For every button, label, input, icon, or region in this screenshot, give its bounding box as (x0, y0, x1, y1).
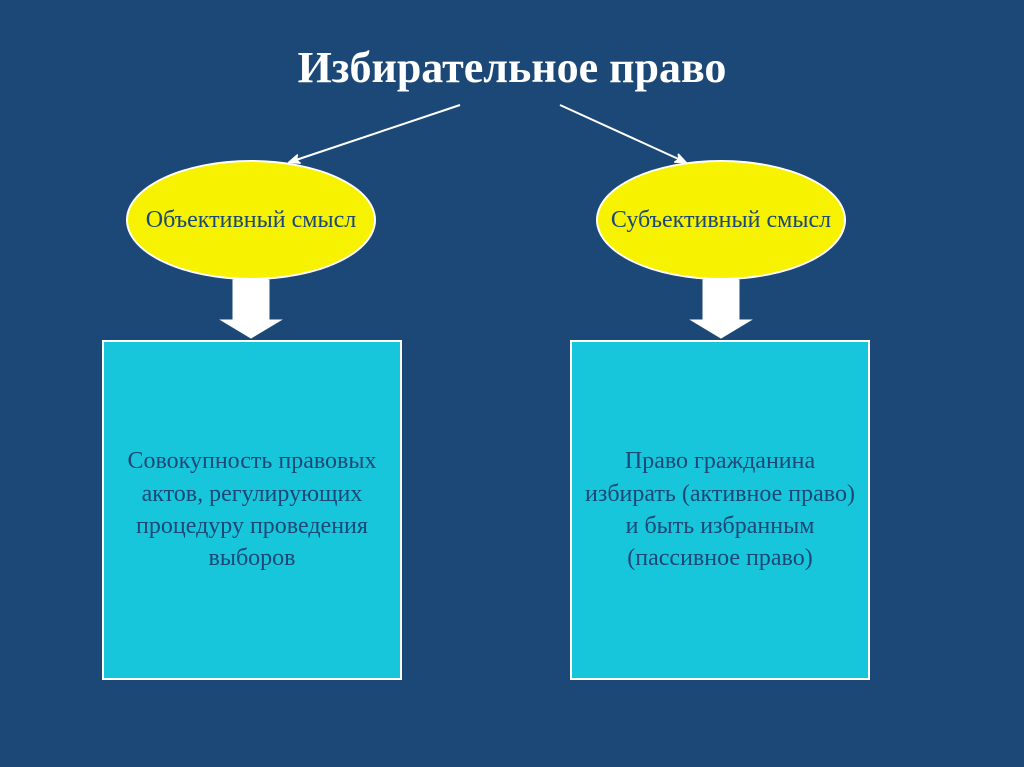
box-right-text: Право гражданина избирать (активное прав… (582, 445, 858, 575)
arrow-left-down (221, 280, 281, 338)
arrow-right-down (691, 280, 751, 338)
slide-title: Избирательное право (0, 42, 1024, 93)
arrow-title-to-left (290, 105, 460, 162)
box-left-text: Совокупность правовых актов, регулирующи… (114, 445, 390, 575)
ellipse-right: Субъективный смысл (596, 160, 846, 280)
arrow-title-to-right (560, 105, 685, 162)
ellipse-right-text: Субъективный смысл (611, 206, 831, 235)
slide: Избирательное право Объективный смысл Су… (0, 0, 1024, 767)
slide-title-text: Избирательное право (298, 43, 727, 92)
box-left: Совокупность правовых актов, регулирующи… (102, 340, 402, 680)
box-right: Право гражданина избирать (активное прав… (570, 340, 870, 680)
ellipse-left-text: Объективный смысл (146, 206, 356, 235)
ellipse-left: Объективный смысл (126, 160, 376, 280)
